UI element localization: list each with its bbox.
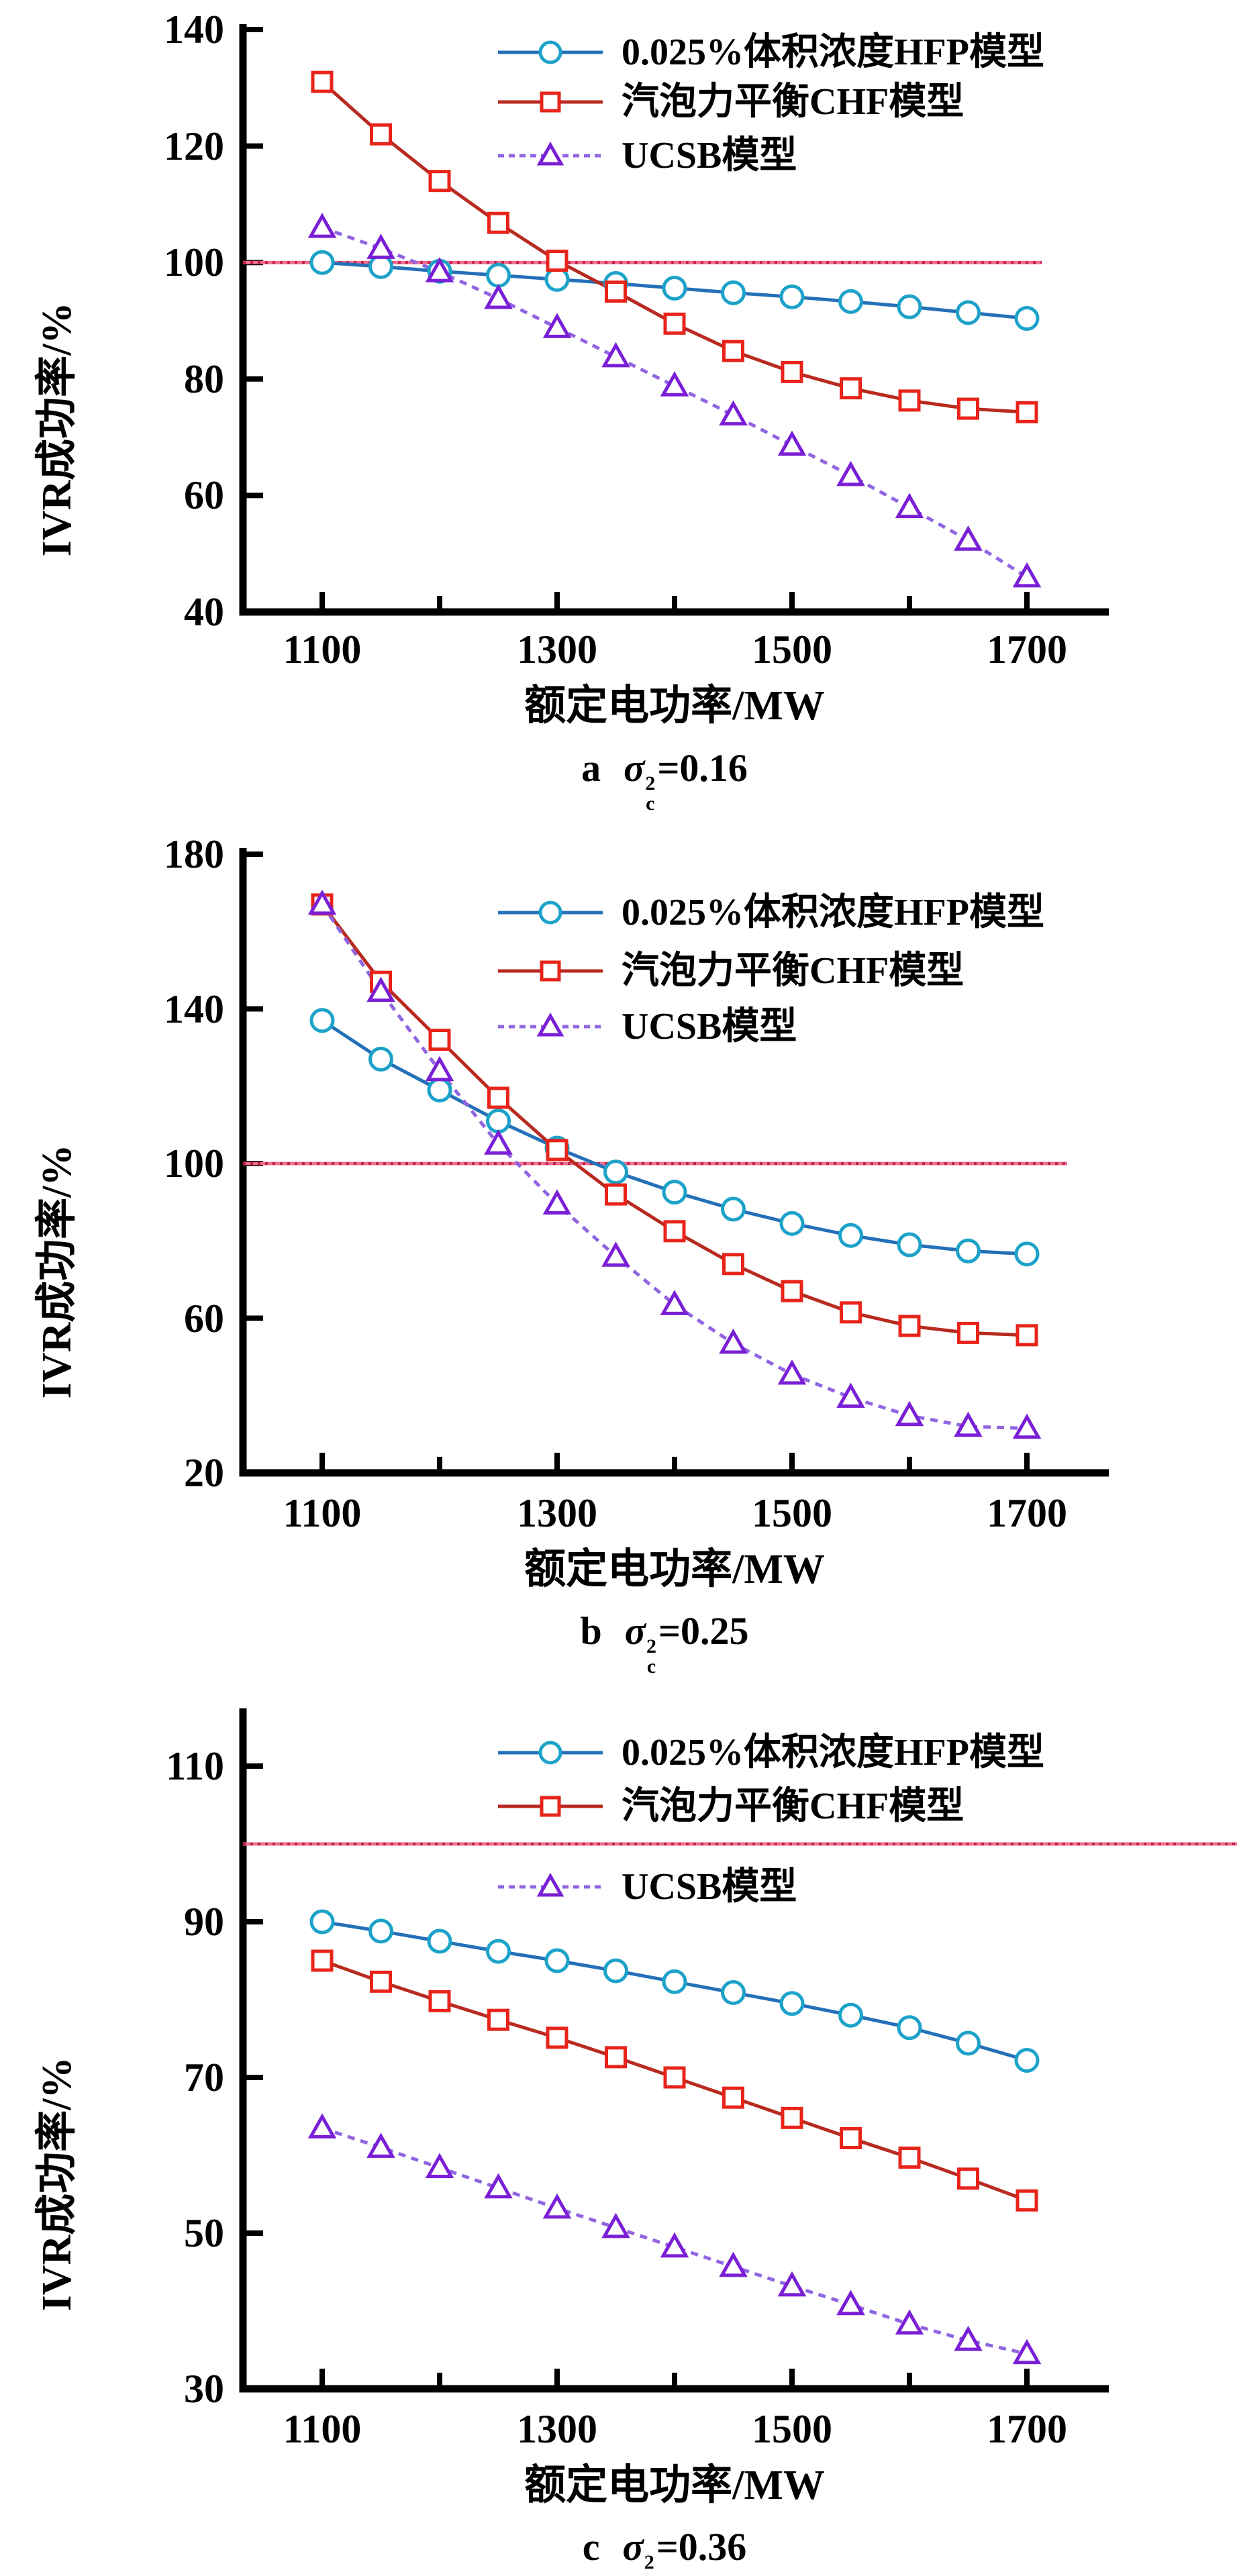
caption-letter: a — [581, 746, 601, 790]
legend-line-triangle-icon — [497, 132, 604, 179]
legend-line-square-icon — [497, 1783, 604, 1830]
x-tick-label: 1500 — [752, 2407, 832, 2451]
x-tick-label: 1700 — [987, 2407, 1067, 2451]
legend-line-triangle-icon — [497, 1003, 604, 1050]
sigma-sub: c — [646, 1655, 656, 1678]
y-tick-label: 120 — [164, 123, 224, 168]
caption-letter: c — [582, 2525, 600, 2569]
legend-line-square-icon — [497, 947, 604, 994]
x-tick-label: 1700 — [987, 627, 1067, 672]
y-tick-label: 140 — [164, 986, 224, 1031]
legend-line-circle-icon — [497, 29, 604, 76]
legend-item: 0.025%体积浓度HFP模型 — [497, 889, 1044, 936]
y-tick-label: 140 — [164, 7, 224, 52]
x-tick-label: 1300 — [517, 627, 597, 672]
legend-item: 汽泡力平衡CHF模型 — [497, 79, 964, 125]
x-tick-label: 1700 — [987, 1491, 1067, 1535]
legend-item: 汽泡力平衡CHF模型 — [497, 947, 964, 994]
legend-line-square-icon — [497, 79, 604, 125]
legend-item: 0.025%体积浓度HFP模型 — [497, 1729, 1044, 1776]
legend-label: 0.025%体积浓度HFP模型 — [622, 892, 1044, 933]
caption-value: =0.16 — [657, 746, 748, 790]
y-tick-label: 60 — [184, 1296, 224, 1341]
legend-label: 汽泡力平衡CHF模型 — [622, 1786, 964, 1827]
sigma-sup: 2 — [645, 772, 656, 794]
legend-label: 0.025%体积浓度HFP模型 — [622, 32, 1044, 73]
legend-item: 0.025%体积浓度HFP模型 — [497, 29, 1044, 76]
y-tick-label: 60 — [184, 473, 224, 518]
x-tick-label: 1500 — [752, 627, 832, 672]
sigma-symbol: σ — [624, 746, 645, 790]
legend-label: 汽泡力平衡CHF模型 — [622, 950, 964, 992]
sigma-sup: 2 — [646, 1635, 656, 1657]
x-tick-label: 1300 — [517, 2407, 597, 2451]
y-tick-label: 50 — [184, 2211, 224, 2255]
sigma-symbol: σ — [624, 1609, 646, 1653]
legend-item: UCSB模型 — [497, 1003, 797, 1050]
x-tick-label: 1500 — [752, 1491, 832, 1535]
x-tick-label: 1100 — [283, 1491, 362, 1535]
subfigure-caption: b σ 2 c =0.25 — [362, 1603, 967, 1676]
legend-item: UCSB模型 — [497, 1863, 797, 1910]
x-axis-title: 额定电功率/MW — [524, 2463, 825, 2508]
legend-label: 汽泡力平衡CHF模型 — [622, 81, 964, 123]
caption-value: =0.36 — [656, 2525, 747, 2569]
sigma-supsub: 2c — [644, 2551, 654, 2576]
x-tick-label: 1300 — [517, 1491, 597, 1535]
legend-line-circle-icon — [497, 889, 604, 936]
y-tick-label: 90 — [184, 1900, 224, 1944]
y-axis-title: IVR成功率/% — [34, 1144, 80, 1399]
caption-letter: b — [580, 1609, 602, 1653]
legend-label: 0.025%体积浓度HFP模型 — [622, 1732, 1044, 1773]
legend-label: UCSB模型 — [622, 1866, 797, 1908]
sigma-sub: c — [646, 792, 655, 815]
sigma-symbol: σ — [622, 2525, 644, 2569]
y-axis-title: IVR成功率/% — [34, 302, 80, 557]
legend-item: 汽泡力平衡CHF模型 — [497, 1783, 964, 1830]
y-tick-label: 180 — [164, 832, 224, 876]
sigma-sup: 2 — [644, 2551, 654, 2573]
legend-item: UCSB模型 — [497, 132, 797, 179]
x-tick-label: 1100 — [283, 2407, 362, 2451]
y-tick-label: 70 — [184, 2055, 224, 2100]
legend-label: UCSB模型 — [622, 1006, 797, 1047]
y-tick-label: 80 — [184, 356, 224, 401]
y-tick-label: 20 — [184, 1451, 224, 1495]
y-tick-label: 40 — [184, 590, 224, 634]
x-axis-title: 额定电功率/MW — [524, 683, 825, 729]
x-axis-title: 额定电功率/MW — [524, 1547, 825, 1592]
legend-line-circle-icon — [497, 1729, 604, 1776]
subfigure-caption: a σ 2 c =0.16 — [362, 740, 967, 813]
x-tick-label: 1100 — [283, 627, 362, 672]
sigma-sub: c — [645, 2572, 654, 2576]
y-tick-label: 110 — [166, 1744, 224, 1788]
legend-line-triangle-icon — [497, 1863, 604, 1910]
y-tick-label: 30 — [184, 2367, 224, 2411]
y-tick-label: 100 — [164, 240, 224, 285]
y-axis-title: IVR成功率/% — [34, 2057, 80, 2312]
y-tick-label: 100 — [164, 1141, 224, 1186]
subfigure-caption: cσ2c=0.36 — [362, 2519, 967, 2576]
legend-label: UCSB模型 — [622, 135, 797, 176]
caption-value: =0.25 — [658, 1609, 749, 1653]
